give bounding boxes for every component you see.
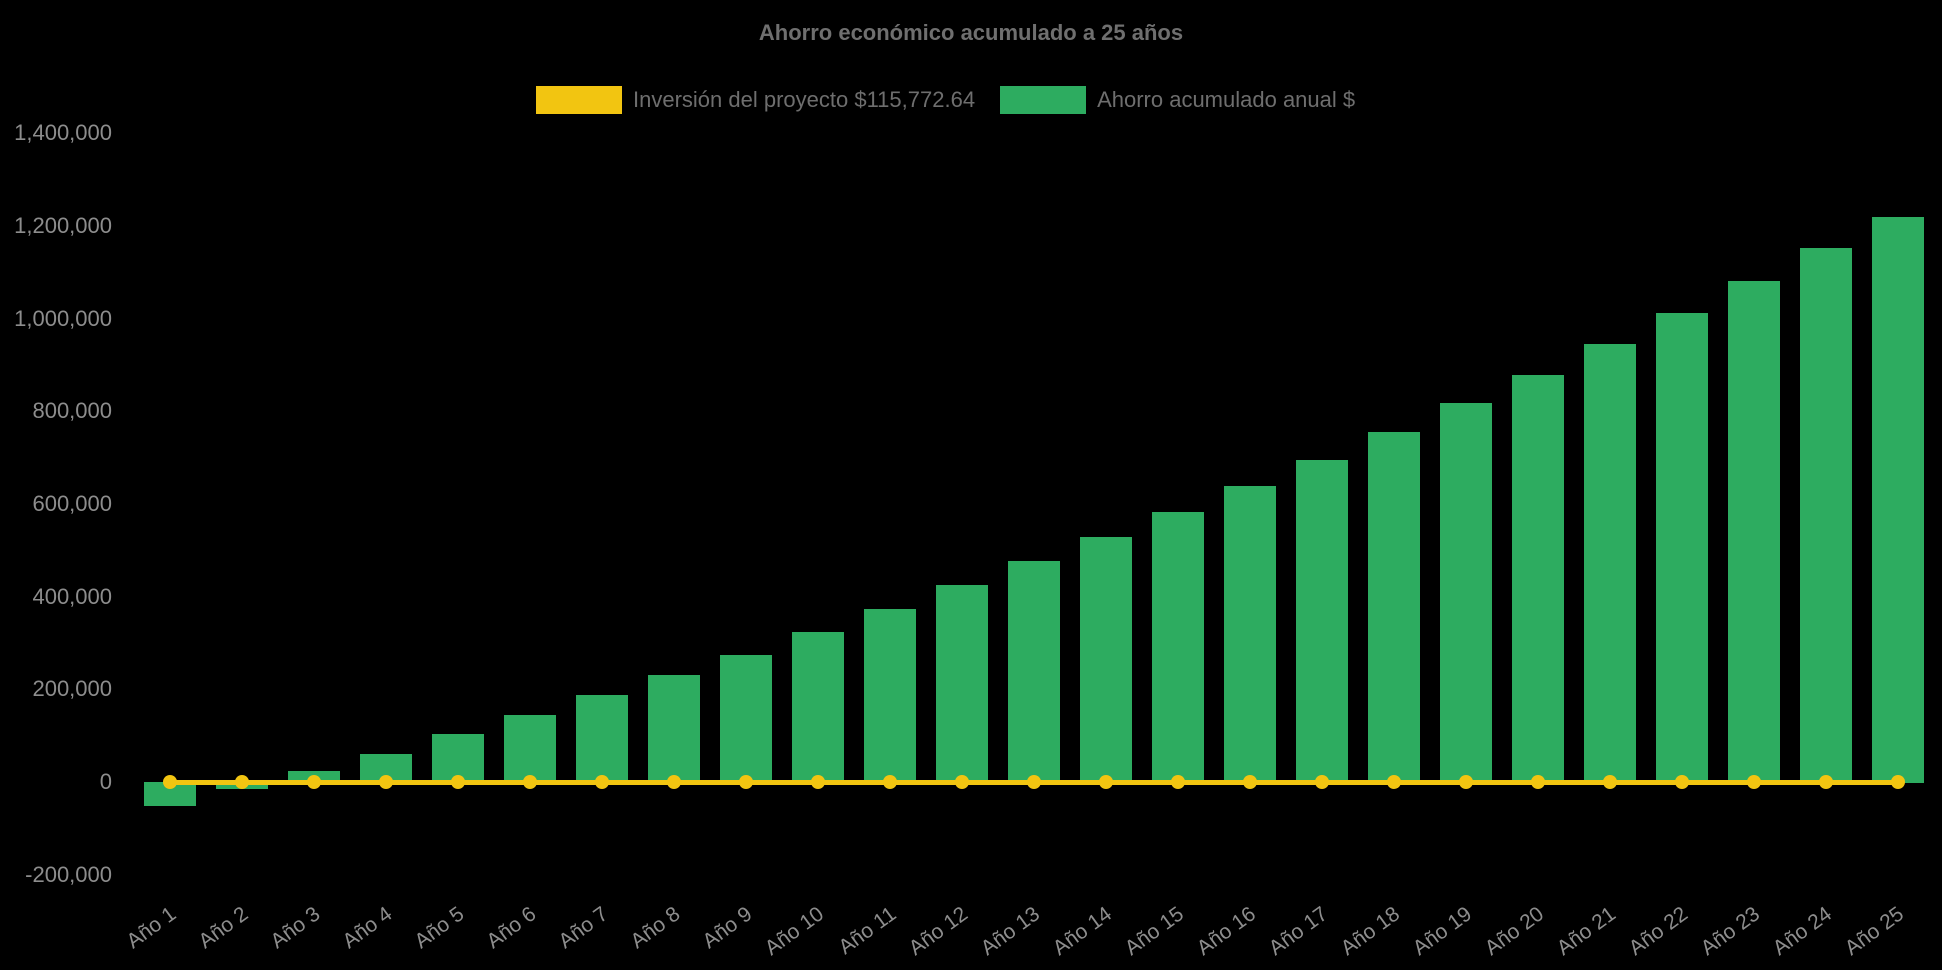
legend-item-savings[interactable]: Ahorro acumulado anual $ bbox=[1000, 86, 1355, 114]
bar-año-7[interactable] bbox=[576, 694, 628, 783]
bar-año-6[interactable] bbox=[504, 714, 556, 783]
line-marker-año-25[interactable] bbox=[1891, 775, 1905, 789]
bar-año-25[interactable] bbox=[1872, 216, 1924, 783]
y-axis-tick-label: 600,000 bbox=[32, 490, 112, 516]
bar-año-23[interactable] bbox=[1728, 280, 1780, 783]
bar-año-22[interactable] bbox=[1656, 312, 1708, 783]
line-marker-año-24[interactable] bbox=[1819, 775, 1833, 789]
line-marker-año-7[interactable] bbox=[595, 775, 609, 789]
line-marker-año-21[interactable] bbox=[1603, 775, 1617, 789]
legend-label-investment: Inversión del proyecto $115,772.64 bbox=[633, 87, 976, 112]
y-axis-tick-label: 200,000 bbox=[32, 676, 112, 702]
line-marker-año-2[interactable] bbox=[235, 775, 249, 789]
x-axis-label: Año 10 bbox=[761, 902, 829, 961]
x-axis-label: Año 6 bbox=[482, 902, 541, 954]
y-axis-tick-label: 0 bbox=[99, 769, 112, 794]
x-axis-label: Año 23 bbox=[1697, 902, 1765, 961]
x-axis-label: Año 18 bbox=[1337, 902, 1405, 961]
line-marker-año-4[interactable] bbox=[379, 775, 393, 789]
bar-año-14[interactable] bbox=[1080, 537, 1132, 783]
line-marker-año-15[interactable] bbox=[1171, 775, 1185, 789]
line-marker-año-10[interactable] bbox=[811, 775, 825, 789]
line-marker-año-19[interactable] bbox=[1459, 775, 1473, 789]
legend-swatch-savings bbox=[1000, 86, 1087, 114]
line-marker-año-5[interactable] bbox=[451, 775, 465, 789]
y-axis-tick-label: 800,000 bbox=[32, 398, 112, 424]
bar-año-24[interactable] bbox=[1800, 247, 1852, 783]
x-axis-label: Año 19 bbox=[1409, 902, 1477, 961]
x-axis-label: Año 4 bbox=[338, 902, 397, 954]
line-marker-año-23[interactable] bbox=[1747, 775, 1761, 789]
x-axis-label: Año 11 bbox=[834, 902, 901, 960]
bar-año-12[interactable] bbox=[936, 585, 988, 783]
x-axis-label: Año 24 bbox=[1769, 902, 1837, 961]
x-axis-label: Año 25 bbox=[1841, 902, 1909, 961]
line-marker-año-20[interactable] bbox=[1531, 775, 1545, 789]
line-marker-año-14[interactable] bbox=[1099, 775, 1113, 789]
bar-año-5[interactable] bbox=[432, 733, 484, 783]
y-axis-tick-label: 400,000 bbox=[32, 583, 112, 609]
line-marker-año-13[interactable] bbox=[1027, 775, 1041, 789]
line-marker-año-11[interactable] bbox=[883, 775, 897, 789]
chart-title: Ahorro económico acumulado a 25 años bbox=[758, 20, 1184, 45]
line-marker-año-12[interactable] bbox=[955, 775, 969, 789]
x-axis-label: Año 1 bbox=[122, 902, 181, 954]
bar-año-11[interactable] bbox=[864, 609, 916, 783]
y-axis-tick-label: 1,200,000 bbox=[14, 212, 112, 238]
line-marker-año-1[interactable] bbox=[163, 775, 177, 789]
line-marker-año-18[interactable] bbox=[1387, 775, 1401, 789]
bar-año-10[interactable] bbox=[792, 631, 844, 783]
y-axis-tick-label: -200,000 bbox=[25, 861, 112, 887]
bar-año-13[interactable] bbox=[1008, 561, 1060, 783]
x-axis-label: Año 21 bbox=[1553, 902, 1621, 961]
x-axis-label: Año 13 bbox=[977, 902, 1045, 961]
x-axis-label: Año 16 bbox=[1193, 902, 1261, 961]
bar-año-19[interactable] bbox=[1440, 403, 1492, 783]
line-marker-año-6[interactable] bbox=[523, 775, 537, 789]
x-axis-label: Año 14 bbox=[1049, 902, 1117, 961]
line-marker-año-16[interactable] bbox=[1243, 775, 1257, 789]
y-axis-tick-label: 1,400,000 bbox=[14, 120, 112, 146]
x-axis-label: Año 20 bbox=[1481, 902, 1549, 961]
bar-año-21[interactable] bbox=[1584, 343, 1636, 783]
bar-año-9[interactable] bbox=[720, 654, 772, 783]
chart-legend: Inversión del proyecto $115,772.64 Ahorr… bbox=[536, 86, 1355, 114]
bar-año-15[interactable] bbox=[1152, 512, 1204, 783]
x-axis-label: Año 17 bbox=[1265, 902, 1333, 961]
bar-año-8[interactable] bbox=[648, 675, 700, 783]
bar-año-18[interactable] bbox=[1368, 432, 1420, 783]
line-marker-año-22[interactable] bbox=[1675, 775, 1689, 789]
bar-año-20[interactable] bbox=[1512, 375, 1564, 783]
x-axis-label: Año 15 bbox=[1121, 902, 1189, 961]
line-marker-año-17[interactable] bbox=[1315, 775, 1329, 789]
legend-label-savings: Ahorro acumulado anual $ bbox=[1097, 87, 1356, 112]
line-marker-año-3[interactable] bbox=[307, 775, 321, 789]
x-axis-label: Año 12 bbox=[905, 902, 973, 961]
y-axis-tick-label: 1,000,000 bbox=[14, 305, 112, 331]
x-axis-label: Año 22 bbox=[1625, 902, 1693, 961]
line-marker-año-8[interactable] bbox=[667, 775, 681, 789]
x-axis-label: Año 9 bbox=[698, 902, 757, 954]
x-axis-label: Año 8 bbox=[626, 902, 685, 954]
x-axis-label: Año 2 bbox=[194, 902, 253, 954]
bar-año-17[interactable] bbox=[1296, 460, 1348, 783]
x-axis-label: Año 5 bbox=[410, 902, 469, 954]
legend-swatch-investment bbox=[536, 86, 622, 114]
x-axis-label: Año 3 bbox=[266, 902, 325, 954]
bar-año-16[interactable] bbox=[1224, 486, 1276, 783]
x-axis-label: Año 7 bbox=[554, 902, 613, 954]
line-marker-año-9[interactable] bbox=[739, 775, 753, 789]
legend-item-investment[interactable]: Inversión del proyecto $115,772.64 bbox=[536, 86, 975, 114]
